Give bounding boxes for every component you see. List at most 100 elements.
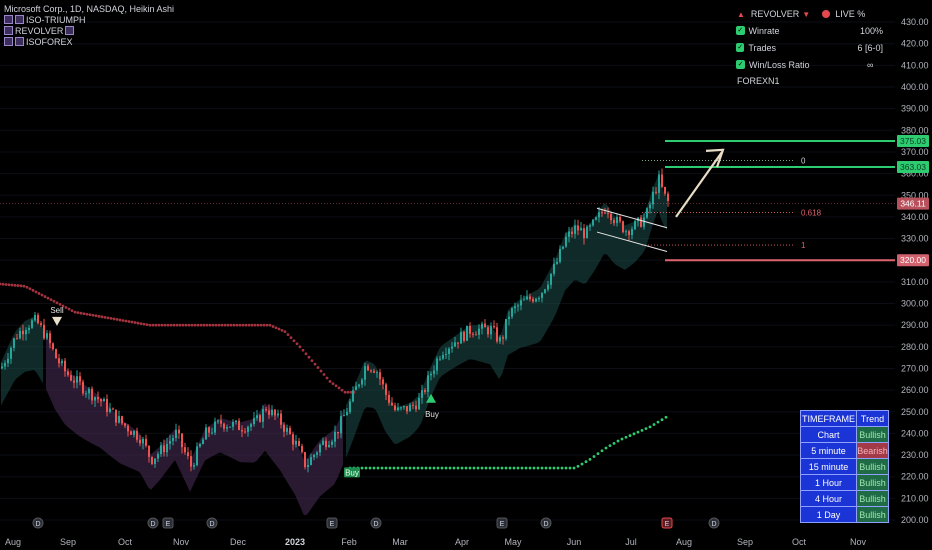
price-tag-text: 375.03 [900, 136, 926, 146]
candle-body [526, 296, 528, 300]
x-axis[interactable]: Aug Sep Oct Nov Dec 2023 Feb Mar Apr May Jun Jul Aug… [5, 537, 867, 547]
band-dot [193, 323, 197, 327]
symbol-title[interactable]: Microsoft Corp., 1D, NASDAQ, Heikin Ashi [4, 4, 175, 14]
event-letter: E [330, 521, 335, 528]
candle-body [376, 372, 378, 374]
earnings-box [162, 517, 174, 529]
candle-body [346, 412, 348, 416]
indicator-iso-triumph[interactable]: ISO-TRIUMPH [4, 15, 174, 26]
support-dot [440, 466, 444, 470]
indicator-settings-icon[interactable] [15, 37, 24, 46]
indicator-revolver[interactable]: REVOLVER [4, 26, 174, 37]
band-dot [64, 306, 68, 309]
candle-body [445, 353, 447, 356]
candle-body [568, 231, 570, 237]
indicator-isoforex[interactable]: ISOFOREX [4, 37, 174, 48]
support-dot [580, 462, 584, 466]
support-dot [608, 444, 612, 448]
band-dot [247, 323, 251, 327]
candle-body [142, 438, 144, 444]
candle-body [646, 208, 648, 218]
candle-body [418, 397, 420, 410]
candle-body [301, 445, 303, 453]
band-dot [241, 323, 245, 327]
indicator-settings-icon[interactable] [15, 15, 24, 24]
dividend-marker: D [708, 517, 720, 529]
band-dot [13, 283, 17, 287]
candle-body [310, 457, 312, 465]
revolver-label: REVOLVER [750, 9, 800, 19]
indicator-settings-icon[interactable] [65, 26, 75, 35]
table-row: 15 minute Bullish [800, 458, 889, 475]
candle-body [511, 308, 513, 317]
indicator-eye-icon[interactable] [4, 26, 13, 35]
triangle-down-icon: ▼ [802, 9, 811, 19]
band-dot [124, 319, 128, 323]
candle-body [478, 328, 480, 335]
band-dot [160, 323, 164, 327]
event-letter: D [373, 521, 378, 528]
triangle-up-icon: ▲ [737, 9, 745, 19]
support-dot [400, 466, 404, 470]
candle-body [277, 413, 279, 416]
indicator-eye-icon[interactable] [4, 37, 13, 46]
band-dot [253, 323, 257, 327]
candle-body [442, 355, 444, 359]
support-dot [468, 466, 472, 470]
support-dot [512, 466, 516, 470]
band-dot [319, 369, 323, 373]
candle-body [451, 346, 453, 349]
band-dot [238, 323, 242, 327]
x-tick-label: Dec [230, 537, 247, 547]
y-axis[interactable]: 200.00 210.00 220.00 230.00 240.00 250.00 260.… [901, 17, 929, 525]
candle-body [547, 284, 549, 290]
y-tick-label: 420.00 [901, 39, 929, 49]
candle-body [157, 454, 159, 459]
band-dot [271, 325, 275, 328]
table-row: 1 Hour Bullish [800, 474, 889, 491]
row-value: ∞ [867, 59, 874, 70]
candle-body [514, 306, 516, 309]
candle-body [469, 325, 471, 334]
earnings-box [661, 517, 673, 529]
y-tick-label: 430.00 [901, 17, 929, 27]
candles [1, 168, 669, 473]
candle-body [331, 441, 333, 445]
y-tick-label: 350.00 [901, 190, 929, 200]
x-tick-label: May [504, 537, 522, 547]
candle-body [577, 225, 579, 231]
candle-body [385, 384, 387, 395]
sell-triangle-icon [52, 316, 62, 326]
price-tag-text: 346.11 [900, 199, 926, 209]
candle-body [247, 426, 249, 432]
support-dot [436, 466, 440, 470]
table-row: Chart Bullish [800, 426, 889, 443]
fib-label: 1 [801, 241, 806, 250]
candle-body [517, 305, 519, 307]
candle-body [214, 421, 216, 433]
candle-body [403, 406, 405, 408]
indicator-eye-icon[interactable] [4, 15, 13, 24]
candle-body [244, 431, 246, 433]
panel-header: ▲ REVOLVER ▼ LIVE % [733, 6, 883, 22]
panel-footer: FOREXN1 [737, 76, 780, 86]
sell-signal: Sell [50, 306, 64, 326]
candle-body [424, 390, 426, 392]
candle-body [292, 434, 294, 445]
candle-body [382, 379, 384, 385]
band-dot [232, 323, 236, 327]
candle-body [274, 409, 276, 416]
candle-body [538, 298, 540, 300]
support-dot [496, 466, 500, 470]
support-dot [472, 466, 476, 470]
support-dot [540, 466, 544, 470]
candle-body [430, 373, 432, 376]
support-dot [604, 446, 608, 450]
event-letter: D [543, 521, 548, 528]
band-dot [220, 323, 224, 327]
support-dot [432, 466, 436, 470]
candle-body [343, 415, 345, 417]
band-dot [100, 315, 104, 319]
